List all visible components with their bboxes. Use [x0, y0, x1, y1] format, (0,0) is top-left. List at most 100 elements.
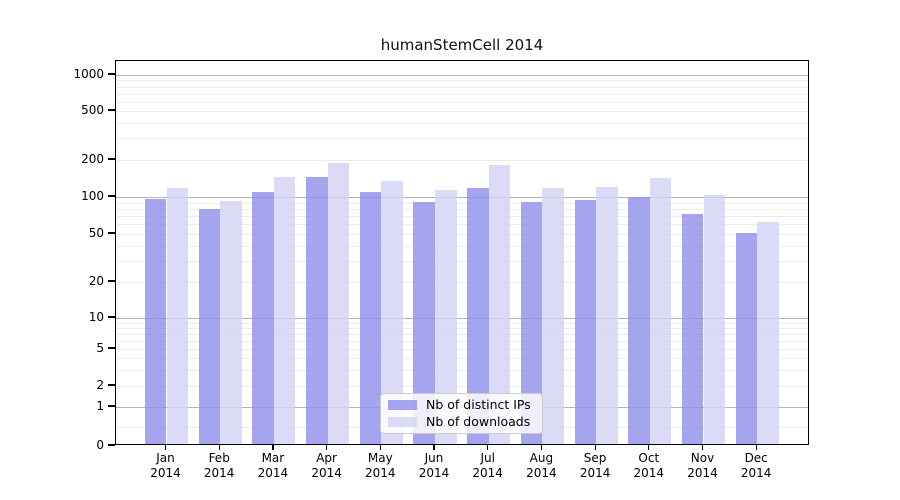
bar-aug-distinct-ips [520, 201, 543, 444]
x-tick-month: Jan [156, 451, 175, 465]
x-tick-label: Apr 2014 [299, 451, 355, 481]
bar-sep-downloads [596, 187, 618, 444]
x-tick-mark [755, 445, 757, 450]
bar-dec-distinct-ips [735, 233, 758, 444]
y-tick-label: 0 [96, 438, 104, 452]
x-tick-month: Aug [529, 451, 554, 465]
legend-swatch-distinct-ips [388, 400, 417, 410]
x-tick-year: 2014 [579, 466, 611, 480]
y-tick-mark [107, 158, 115, 160]
y-tick-label: 200 [81, 152, 104, 166]
y-tick-mark [107, 280, 115, 282]
x-tick-mark [218, 445, 220, 450]
x-tick-label: Jan 2014 [138, 451, 194, 481]
y-tick-mark [107, 73, 115, 75]
y-tick-label: 10 [88, 310, 104, 324]
bar-oct-distinct-ips [628, 197, 650, 444]
y-tick-mark [107, 195, 115, 197]
x-tick-year: 2014 [633, 466, 665, 480]
minor-gridline [116, 340, 808, 342]
bar-may-distinct-ips [359, 192, 382, 444]
x-tick-month: Dec [744, 451, 768, 465]
bar-nov-downloads [703, 195, 726, 444]
x-tick-year: 2014 [311, 466, 342, 480]
y-tick-label: 50 [88, 226, 104, 240]
bar-mar-downloads [273, 176, 296, 444]
minor-gridline [116, 322, 808, 324]
x-tick-label: Mar 2014 [245, 451, 301, 481]
x-tick-year: 2014 [150, 466, 181, 480]
y-tick-label: 5 [96, 341, 104, 355]
minor-gridline [116, 358, 808, 359]
x-tick-month: Apr [316, 451, 337, 465]
y-tick-mark [107, 347, 115, 349]
x-tick-month: Mar [261, 451, 285, 465]
legend-swatch-downloads [388, 417, 417, 427]
x-tick-mark [326, 445, 328, 450]
x-tick-mark [164, 445, 167, 450]
minor-gridline [116, 234, 808, 235]
x-tick-label: Nov 2014 [675, 451, 731, 481]
x-tick-mark [487, 445, 489, 450]
y-tick-label: 500 [81, 103, 104, 117]
bar-may-downloads [381, 181, 403, 444]
x-tick-label: Aug 2014 [513, 451, 569, 481]
y-tick-mark [107, 109, 115, 111]
bar-oct-downloads [649, 177, 672, 444]
minor-gridline [116, 111, 808, 112]
legend-label-downloads: Nb of downloads [426, 414, 531, 429]
bar-apr-downloads [327, 163, 350, 444]
minor-gridline [116, 369, 808, 371]
x-tick-label: May 2014 [352, 451, 408, 481]
y-tick-label: 1000 [73, 67, 104, 81]
x-tick-label: Jul 2014 [460, 451, 516, 481]
minor-gridline [116, 138, 808, 140]
y-tick-mark [107, 316, 115, 318]
x-tick-year: 2014 [472, 466, 503, 480]
bar-jan-distinct-ips [144, 198, 167, 444]
bar-jul-downloads [488, 164, 511, 444]
minor-gridline [116, 349, 808, 350]
x-tick-mark [648, 445, 650, 450]
bar-jun-downloads [435, 189, 457, 444]
x-tick-year: 2014 [740, 466, 772, 480]
x-tick-mark [379, 445, 381, 450]
x-tick-label: Sep 2014 [567, 451, 623, 481]
bar-nov-distinct-ips [681, 214, 704, 444]
x-tick-mark [540, 445, 543, 450]
x-tick-month: Feb [208, 451, 230, 465]
minor-gridline [116, 101, 808, 103]
legend-label-distinct-ips: Nb of distinct IPs [426, 397, 531, 412]
minor-gridline [116, 202, 808, 204]
x-tick-month: Sep [583, 451, 607, 465]
minor-gridline [116, 333, 808, 335]
minor-gridline [116, 160, 808, 161]
minor-gridline [116, 224, 808, 226]
x-tick-month: Oct [638, 451, 660, 465]
minor-gridline [116, 245, 808, 247]
x-tick-month: May [367, 451, 393, 465]
major-gridline [116, 318, 808, 320]
x-tick-year: 2014 [257, 466, 289, 480]
y-tick-label: 100 [81, 189, 104, 203]
x-tick-month: Nov [690, 451, 715, 465]
minor-gridline [116, 327, 808, 329]
bar-jan-downloads [166, 188, 189, 444]
minor-gridline [116, 216, 808, 218]
x-tick-mark [433, 445, 435, 450]
x-tick-mark [594, 445, 596, 450]
y-tick-label: 20 [88, 274, 104, 288]
legend-item-downloads: Nb of downloads [388, 415, 535, 429]
bar-feb-distinct-ips [198, 208, 221, 444]
minor-gridline [116, 86, 808, 88]
minor-gridline [116, 93, 808, 95]
minor-gridline [116, 282, 808, 283]
chart-title: humanStemCell 2014 [380, 36, 544, 54]
x-tick-label: Jun 2014 [406, 451, 462, 481]
plot-area [115, 60, 809, 445]
minor-gridline [116, 260, 808, 262]
bar-jun-distinct-ips [413, 202, 435, 444]
major-gridline [116, 75, 808, 77]
bar-jul-distinct-ips [467, 187, 489, 444]
